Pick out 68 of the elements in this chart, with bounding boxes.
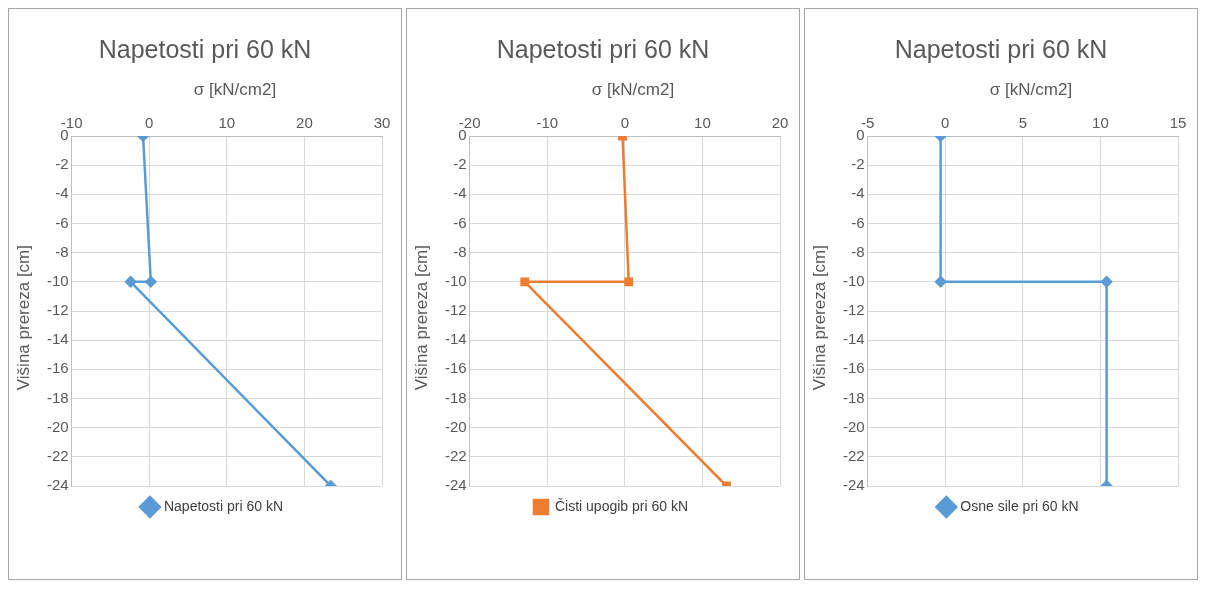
y-tick-label: -2 [851, 155, 865, 173]
y-tick-label: -6 [453, 213, 467, 231]
y-tick-label: -18 [46, 388, 69, 406]
y-tick-label: 0 [60, 126, 69, 144]
x-axis-title: σ [kN/cm2] [591, 80, 675, 100]
x-tick-label: 15 [1169, 114, 1187, 132]
y-tick-label: -14 [46, 330, 69, 348]
y-tick-label: -24 [444, 476, 467, 494]
y-tick-label: -2 [453, 155, 467, 173]
y-tick-label: -20 [842, 417, 865, 435]
y-tick-label: -18 [842, 388, 865, 406]
y-tick-label: -16 [444, 359, 467, 377]
y-axis-title: Višina prereza [cm] [412, 245, 432, 391]
y-tick-label: -16 [842, 359, 865, 377]
legend-label: Čisti upogib pri 60 kN [554, 497, 689, 514]
y-tick-label: 0 [856, 126, 865, 144]
y-tick-label: -8 [55, 242, 69, 260]
x-tick-label: 0 [145, 114, 154, 132]
y-tick-label: -14 [444, 330, 467, 348]
y-tick-label: -2 [55, 155, 69, 173]
y-tick-label: -12 [444, 301, 467, 319]
y-tick-label: -20 [46, 417, 69, 435]
y-tick-label: -8 [453, 242, 467, 260]
point [124, 276, 137, 288]
y-tick-label: -8 [851, 242, 865, 260]
x-tick-label: 10 [694, 114, 711, 132]
y-tick-label: -10 [46, 271, 69, 289]
x-tick-label: 10 [218, 114, 236, 132]
y-tick-label: -22 [444, 446, 467, 464]
x-tick-label: 0 [620, 114, 630, 132]
x-tick-label: 20 [296, 114, 313, 132]
y-tick-label: -6 [851, 213, 865, 231]
point [520, 277, 530, 287]
point [624, 277, 634, 287]
x-tick-label: -10 [536, 114, 559, 132]
legend-label: Napetosti pri 60 kN [163, 497, 284, 514]
y-tick-label: -6 [55, 213, 69, 231]
chart-title: Napetosti pri 60 kN [98, 35, 312, 64]
x-tick-label: 5 [1018, 114, 1028, 132]
x-axis-title: σ [kN/cm2] [193, 80, 277, 100]
point [934, 276, 947, 288]
y-tick-label: -4 [55, 184, 69, 202]
chart-title: Napetosti pri 60 kN [894, 35, 1108, 64]
y-tick-label: -24 [46, 476, 69, 494]
y-tick-label: -20 [444, 417, 467, 435]
point [1100, 276, 1113, 288]
y-tick-label: -24 [842, 476, 865, 494]
y-axis-title: Višina prereza [cm] [14, 245, 34, 391]
y-tick-label: -10 [444, 271, 467, 289]
x-tick-label: 30 [373, 114, 391, 132]
y-tick-label: -4 [453, 184, 467, 202]
y-tick-label: -4 [851, 184, 865, 202]
y-tick-label: -12 [842, 301, 865, 319]
x-axis-title: σ [kN/cm2] [989, 80, 1073, 100]
x-tick-label: 10 [1092, 114, 1109, 132]
y-tick-label: -12 [46, 301, 69, 319]
x-tick-label: 20 [771, 114, 789, 132]
y-tick-label: -16 [46, 359, 69, 377]
y-tick-label: -22 [842, 446, 865, 464]
chart-title: Napetosti pri 60 kN [496, 35, 710, 64]
y-tick-label: -22 [46, 446, 69, 464]
legend-label: Osne sile pri 60 kN [960, 497, 1079, 514]
x-tick-label: 0 [941, 114, 950, 132]
y-tick-label: -14 [842, 330, 865, 348]
y-axis-title: Višina prereza [cm] [810, 245, 830, 391]
y-tick-label: -10 [842, 271, 865, 289]
y-tick-label: -18 [444, 388, 467, 406]
point [145, 276, 157, 288]
